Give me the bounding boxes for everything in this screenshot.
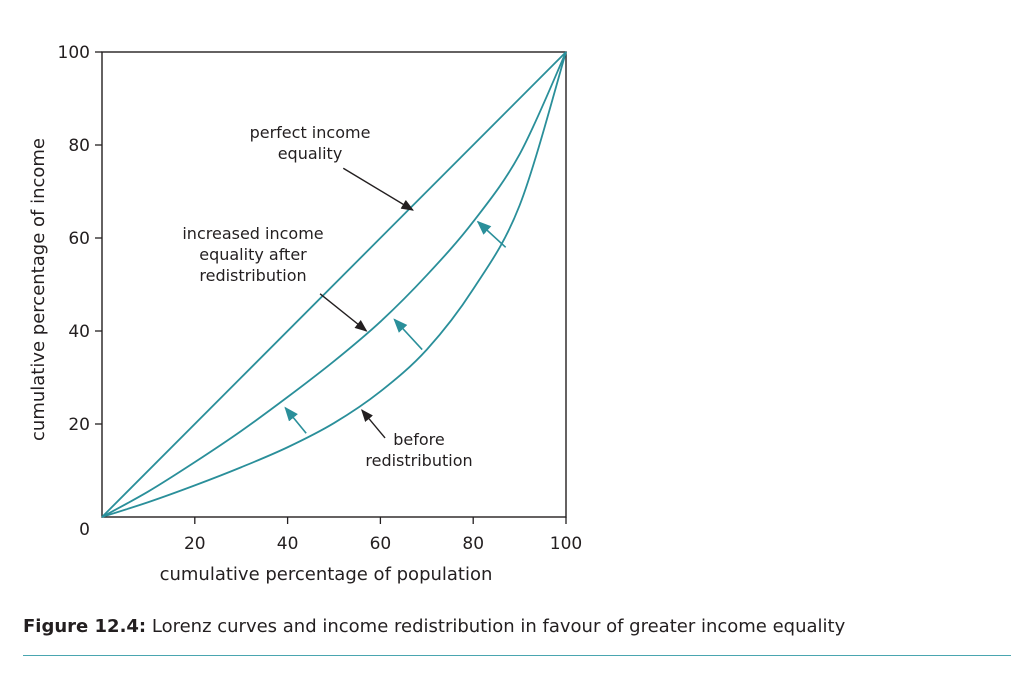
x-tick-label: 100 <box>550 534 582 554</box>
lorenz-chart: 20 40 60 80 100 20 40 60 80 100 0 cumulative percen… <box>28 43 582 585</box>
x-tick-label: 60 <box>370 534 392 554</box>
y-tick-label: 100 <box>58 43 90 63</box>
x-axis-title: cumulative percentage of population <box>160 564 493 585</box>
lorenz-line-before <box>101 51 567 518</box>
origin-label: 0 <box>79 520 90 540</box>
y-tick-label: 80 <box>68 136 90 156</box>
figure-caption: Figure 12.4: Lorenz curves and income re… <box>23 616 845 637</box>
perfect-equality-annotation-line: equality <box>278 144 343 163</box>
caption-divider <box>23 655 1011 656</box>
y-tick-label: 20 <box>68 415 90 435</box>
increased-equality-annotation-line: redistribution <box>199 266 306 285</box>
shift-arrow <box>284 406 307 434</box>
shift-arrow <box>393 318 423 351</box>
before-redistribution-annotation-arrow <box>361 409 386 439</box>
caption-text: Lorenz curves and income redistribution … <box>146 616 846 637</box>
before-redistribution-annotation-line: redistribution <box>365 451 472 470</box>
x-tick-label: 40 <box>277 534 299 554</box>
shift-arrow <box>476 220 507 248</box>
caption-label: Figure 12.4: <box>23 616 147 637</box>
lorenz-line-equality <box>101 51 567 518</box>
increased-equality-annotation-line: increased income <box>182 224 323 243</box>
plot-frame <box>101 51 567 518</box>
y-tick-label: 40 <box>68 322 90 342</box>
lorenz-line-after <box>101 51 567 518</box>
increased-equality-annotation-arrow <box>319 293 368 332</box>
perfect-equality-annotation-arrow <box>342 167 414 211</box>
y-tick-label: 60 <box>68 229 90 249</box>
x-tick-label: 20 <box>184 534 206 554</box>
before-redistribution-annotation-line: before <box>393 430 445 449</box>
y-axis-title: cumulative percentage of income <box>28 138 49 441</box>
perfect-equality-annotation-line: perfect income <box>250 123 371 142</box>
x-tick-label: 80 <box>462 534 484 554</box>
increased-equality-annotation-line: equality after <box>199 245 307 264</box>
